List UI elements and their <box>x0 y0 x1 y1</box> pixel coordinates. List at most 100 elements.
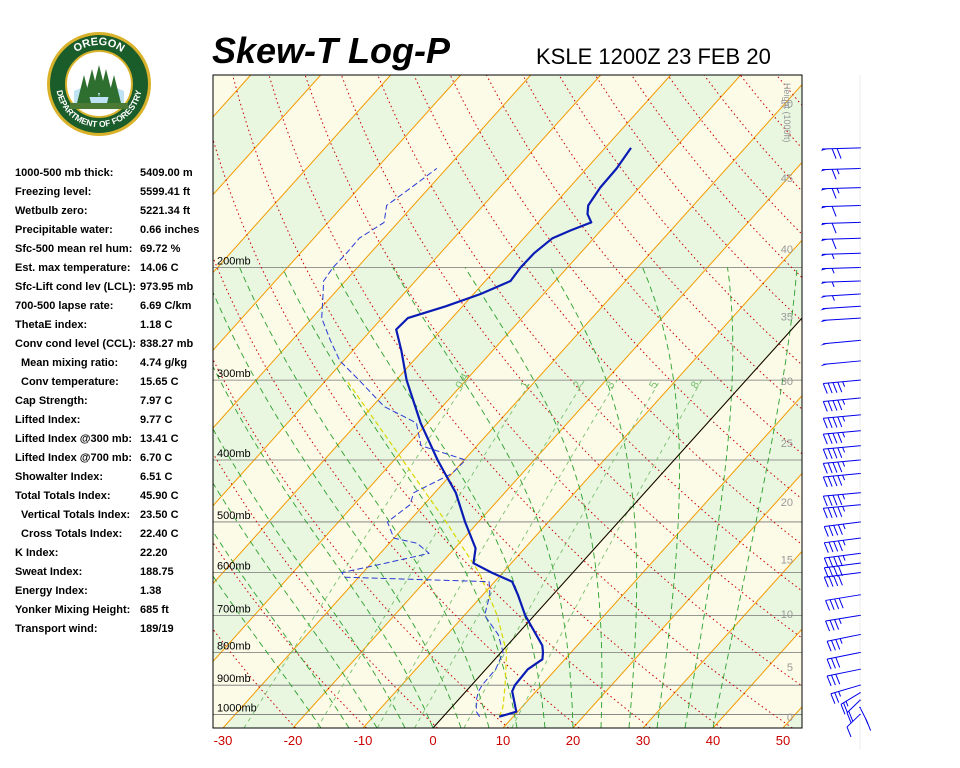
wind-barb-feather <box>829 620 835 631</box>
wind-barb-feather <box>828 541 834 553</box>
isotherm-band <box>0 75 41 728</box>
wind-barb-feather <box>823 576 829 588</box>
wind-barb-staff <box>822 280 861 283</box>
wind-barb-feather <box>837 447 843 459</box>
pressure-label: 500mb <box>217 510 251 522</box>
temperature-tick-label: 20 <box>566 733 580 748</box>
wind-barb-feather <box>830 640 836 651</box>
wind-barb-feather <box>830 674 836 686</box>
mixing-ratio-line <box>511 379 703 728</box>
wind-barb-half-feather <box>842 494 846 500</box>
index-label: Sfc-500 mean rel hum: <box>15 243 133 255</box>
wind-barb-half-feather <box>836 188 840 194</box>
pressure-label: 700mb <box>217 603 251 615</box>
wind-barb-staff <box>823 379 861 385</box>
pressure-label: 400mb <box>217 448 251 460</box>
wind-barb-feather <box>832 433 838 444</box>
index-label: Est. max temperature: <box>15 262 131 274</box>
index-value: 22.20 <box>140 547 168 559</box>
wind-barb-half-feather <box>839 638 843 644</box>
wind-barb-half-feather <box>831 295 835 301</box>
plot-frame <box>212 74 803 729</box>
index-label: Transport wind: <box>15 623 98 635</box>
isotherm-band <box>783 706 802 728</box>
wind-barb-feather <box>837 506 843 518</box>
wind-barb <box>846 699 861 723</box>
isotherm-line <box>0 75 181 728</box>
wind-barb <box>821 252 861 260</box>
wind-barb-staff <box>826 634 861 642</box>
wind-barb-staff <box>823 397 861 402</box>
index-value: 69.72 % <box>140 243 181 255</box>
mixing-ratio-line <box>414 379 618 728</box>
index-label: Energy Index: <box>15 585 88 597</box>
wind-barb-staff <box>823 504 861 509</box>
wind-barb <box>820 305 861 311</box>
height-tick-label: 10 <box>781 609 793 621</box>
wind-barb-half-feather <box>831 268 835 274</box>
index-value: 1.38 <box>140 585 162 597</box>
wind-barb-pennant <box>821 282 829 285</box>
wind-barb-staff <box>822 317 861 321</box>
wind-barb-half-feather <box>842 461 846 467</box>
wind-barb-staff <box>825 614 861 622</box>
moist-adiabat <box>213 530 350 728</box>
wind-barb-half-feather <box>838 691 842 697</box>
wind-barb-feather <box>822 418 828 429</box>
wind-barb-feather <box>831 206 837 217</box>
wind-barb-feather <box>833 541 839 552</box>
wind-barb <box>825 594 861 611</box>
wind-barb-feather <box>831 169 837 180</box>
wind-barb-staff <box>826 668 861 677</box>
wind-barb <box>859 706 872 731</box>
temperature-tick-label: 30 <box>636 733 650 748</box>
pressure-label: 900mb <box>217 673 251 685</box>
wind-barb-feather <box>833 566 839 577</box>
wind-barb-feather <box>831 223 837 234</box>
wind-barb-feather <box>834 598 840 610</box>
wind-barb <box>826 634 861 652</box>
wind-barb-feather <box>837 494 843 505</box>
index-label: Mean mixing ratio: <box>21 357 119 369</box>
mixing-ratio-line <box>376 379 585 728</box>
wind-barb-half-feather <box>842 447 846 453</box>
wind-barb-feather <box>837 565 843 577</box>
isotherm-line <box>213 75 462 351</box>
dry-adiabat <box>340 75 802 639</box>
index-value: 5599.41 ft <box>140 186 191 198</box>
wind-barb <box>823 521 861 537</box>
index-label: Total Totals Index: <box>15 490 111 502</box>
index-label: Precipitable water: <box>15 224 113 236</box>
isotherm-line <box>213 75 602 507</box>
wind-barb <box>820 360 861 367</box>
wind-barb-feather <box>822 448 828 460</box>
wind-barb <box>840 692 861 715</box>
wind-barb-feather <box>835 674 841 685</box>
index-label: Sweat Index: <box>15 566 83 578</box>
wind-barb-feather <box>827 448 833 459</box>
pressure-label: 800mb <box>217 640 251 652</box>
logo-tree-icon <box>99 69 113 97</box>
wind-barb-feather <box>837 575 843 586</box>
dry-adiabat <box>813 75 960 728</box>
wind-barb-feather <box>837 540 843 552</box>
temperature-tick-label: -10 <box>354 733 373 748</box>
isotherm-line <box>853 75 960 728</box>
dry-adiabat <box>213 358 509 728</box>
height-tick-label: 40 <box>781 244 793 256</box>
wind-barb-pennant <box>820 343 830 346</box>
wind-barb-feather <box>827 495 833 506</box>
mixing-ratio-label: 1 <box>518 379 531 390</box>
isotherm-line <box>222 83 802 728</box>
isotherm-line <box>213 75 532 429</box>
height-tick-label: 50 <box>781 98 793 110</box>
parcel-trace <box>345 379 508 717</box>
moist-adiabat <box>712 267 798 728</box>
wind-barb-feather <box>822 476 828 488</box>
wind-barb-feather <box>834 619 840 630</box>
wind-barb-pennant <box>821 254 829 257</box>
index-label: Freezing level: <box>15 186 92 198</box>
wind-barb <box>821 167 861 180</box>
temperature-profile <box>395 147 632 718</box>
wind-barb-feather <box>830 693 836 704</box>
